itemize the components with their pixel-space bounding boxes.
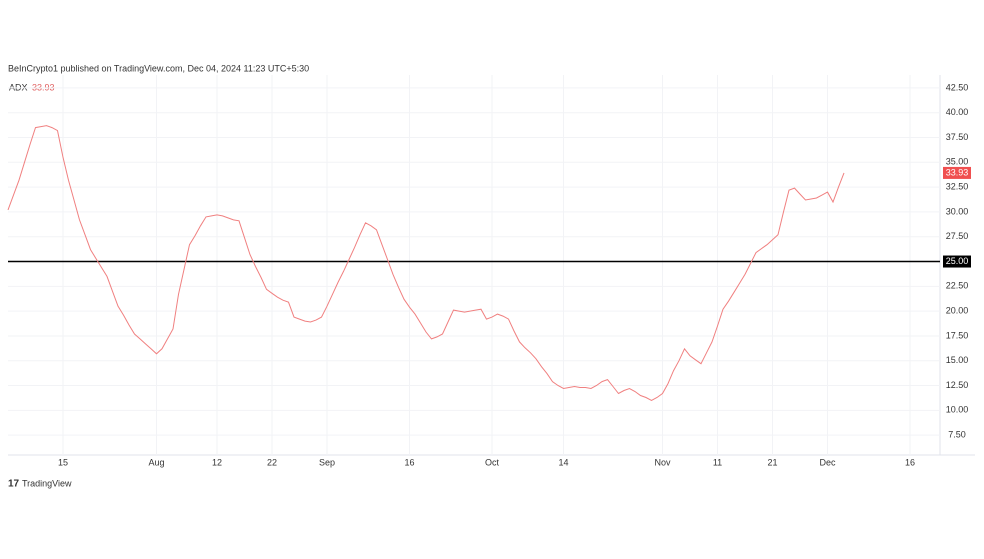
logo-mark: 17 [8,479,20,490]
y-tick-label: 32.50 [946,181,969,191]
legend-value: 33.93 [32,82,55,92]
y-tick-label: 22.50 [946,281,969,291]
reference-label: 25.00 [946,256,969,266]
footer-logo: 17 TradingView [8,478,72,489]
x-tick-label: 14 [558,457,568,467]
x-tick-label: 16 [905,457,915,467]
last-value-box [943,166,971,179]
y-tick-label: 12.50 [946,380,969,390]
y-tick-label: 40.00 [946,107,969,117]
header-text: BeInCrypto1 published on TradingView.com… [8,63,309,73]
line-series [7,125,845,401]
x-tick-label: 22 [267,457,277,467]
legend-name: ADX [9,82,28,92]
x-tick-label: 16 [404,457,414,467]
y-tick-label: 7.50 [948,430,966,440]
y-tick-label: 10.00 [946,405,969,415]
x-tick-label: 15 [58,457,68,467]
x-tick-label: Sep [319,457,335,467]
x-tick-label: 12 [212,457,222,467]
footer-text: TradingView [22,478,72,488]
reference-label-box [943,255,971,268]
y-tick-label: 30.00 [946,206,969,216]
x-tick-label: Dec [819,457,836,467]
x-tick-label: Nov [654,457,671,467]
x-tick-label: Aug [148,457,164,467]
y-tick-label: 35.00 [946,157,969,167]
y-tick-label: 15.00 [946,355,969,365]
x-tick-label: 11 [713,457,722,467]
x-tick-label: 21 [767,457,777,467]
x-tick-label: Oct [485,457,500,467]
last-value-label: 33.93 [946,167,969,177]
y-tick-label: 17.50 [946,330,969,340]
y-tick-label: 27.50 [946,231,969,241]
y-tick-label: 42.50 [946,82,969,92]
y-tick-label: 37.50 [946,132,969,142]
y-tick-label: 20.00 [946,306,969,316]
